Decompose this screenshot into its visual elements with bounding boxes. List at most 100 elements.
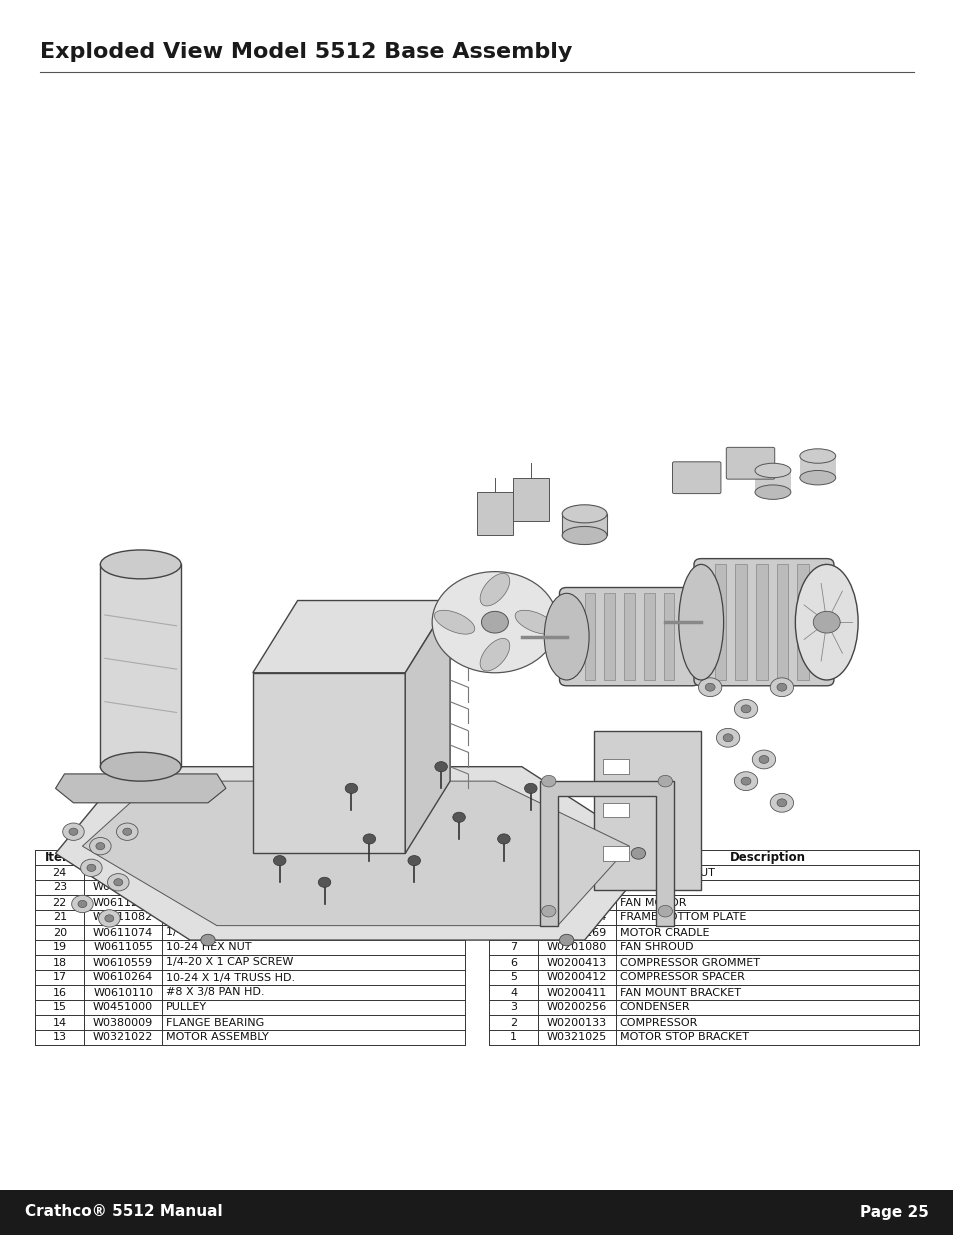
Circle shape [116,823,138,840]
Text: 7: 7 [510,942,517,952]
Text: W0611074: W0611074 [93,927,153,937]
Text: 1/4 LOCKWASHER: 1/4 LOCKWASHER [166,883,264,893]
Circle shape [90,837,111,855]
Circle shape [740,705,750,713]
Text: W0200413: W0200413 [546,957,607,967]
Text: PULLEY: PULLEY [166,1003,207,1013]
Text: FLANGE BEARING: FLANGE BEARING [166,1018,264,1028]
Text: Page 25: Page 25 [860,1204,928,1219]
Text: 5/16-18 FLANGE NUT: 5/16-18 FLANGE NUT [166,913,283,923]
Ellipse shape [754,463,790,478]
Circle shape [318,877,331,887]
Text: W0320221: W0320221 [546,883,607,893]
Text: Part Number: Part Number [81,851,165,864]
Circle shape [776,683,786,692]
Bar [602,803,629,818]
Text: W0611082: W0611082 [93,913,153,923]
Text: FAN MOTOR: FAN MOTOR [619,898,685,908]
Ellipse shape [479,573,509,606]
Bar [714,564,725,680]
Circle shape [113,878,123,885]
Text: W0321022: W0321022 [92,1032,153,1042]
Circle shape [776,799,786,806]
Text: CONDENSER: CONDENSER [619,1003,690,1013]
Text: 11: 11 [506,883,520,893]
Text: W0200411: W0200411 [546,988,607,998]
Circle shape [481,611,508,634]
Text: 20: 20 [52,927,67,937]
Text: 15: 15 [52,1003,67,1013]
Circle shape [541,905,556,916]
Text: W0340111: W0340111 [93,867,153,878]
Ellipse shape [479,638,509,671]
Circle shape [524,783,537,793]
Text: W0320220: W0320220 [546,898,607,908]
Ellipse shape [100,550,181,579]
Circle shape [734,699,757,719]
Ellipse shape [561,505,606,522]
Text: 10-24 HEX NUT: 10-24 HEX NUT [166,942,251,952]
Text: 1: 1 [510,1032,517,1042]
Text: Exploded View Model 5512 Base Assembly: Exploded View Model 5512 Base Assembly [40,42,572,62]
Text: 17: 17 [52,972,67,983]
Text: W0201080: W0201080 [546,942,607,952]
Bar [797,564,808,680]
Circle shape [734,772,757,790]
Text: 1/4-20 X 1 CAP SCREW: 1/4-20 X 1 CAP SCREW [166,957,293,967]
Text: COMPRESSOR SPACER: COMPRESSOR SPACER [619,972,744,983]
Polygon shape [82,782,629,926]
Text: 10: 10 [506,898,520,908]
Circle shape [432,572,558,673]
Text: 3: 3 [510,1003,517,1013]
Bar [735,564,746,680]
Text: COMPRESSOR GROMMET: COMPRESSOR GROMMET [619,957,759,967]
Circle shape [87,864,95,872]
Bar [602,846,629,861]
Polygon shape [405,600,450,853]
Circle shape [497,834,510,844]
Polygon shape [253,600,450,673]
Bar [476,493,513,536]
Ellipse shape [561,526,606,545]
Circle shape [81,860,102,877]
Text: W0210169: W0210169 [546,927,607,937]
Ellipse shape [100,752,181,782]
Text: W0380009: W0380009 [93,1018,153,1028]
Text: 10-24 X 1/4 TRUSS HD.: 10-24 X 1/4 TRUSS HD. [166,972,294,983]
Bar [584,593,595,680]
Text: 19: 19 [52,942,67,952]
Circle shape [363,834,375,844]
Text: W0211204: W0211204 [546,913,607,923]
Bar [643,593,654,680]
Circle shape [108,873,129,890]
Circle shape [631,847,645,860]
Circle shape [123,829,132,835]
Circle shape [812,611,840,634]
Text: W0321025: W0321025 [546,1032,607,1042]
Text: Part Number: Part Number [535,851,618,864]
Circle shape [759,756,768,763]
Ellipse shape [543,593,588,680]
Circle shape [740,777,750,785]
Circle shape [698,678,721,697]
FancyBboxPatch shape [725,447,774,479]
Circle shape [78,900,87,908]
FancyBboxPatch shape [672,462,720,494]
Ellipse shape [434,610,475,634]
Text: W0610559: W0610559 [93,957,153,967]
Text: 18: 18 [52,957,67,967]
Circle shape [722,734,732,742]
Bar [0,1191,953,1235]
Circle shape [752,750,775,769]
Text: 22: 22 [52,898,67,908]
Circle shape [71,895,93,913]
Text: 9: 9 [510,913,517,923]
Text: 1/4-20 HEX NUT: 1/4-20 HEX NUT [166,927,254,937]
Polygon shape [593,731,700,889]
Ellipse shape [515,610,555,634]
Bar [755,564,767,680]
Circle shape [658,776,672,787]
Bar [776,564,787,680]
Bar [513,478,548,521]
Polygon shape [253,673,405,853]
